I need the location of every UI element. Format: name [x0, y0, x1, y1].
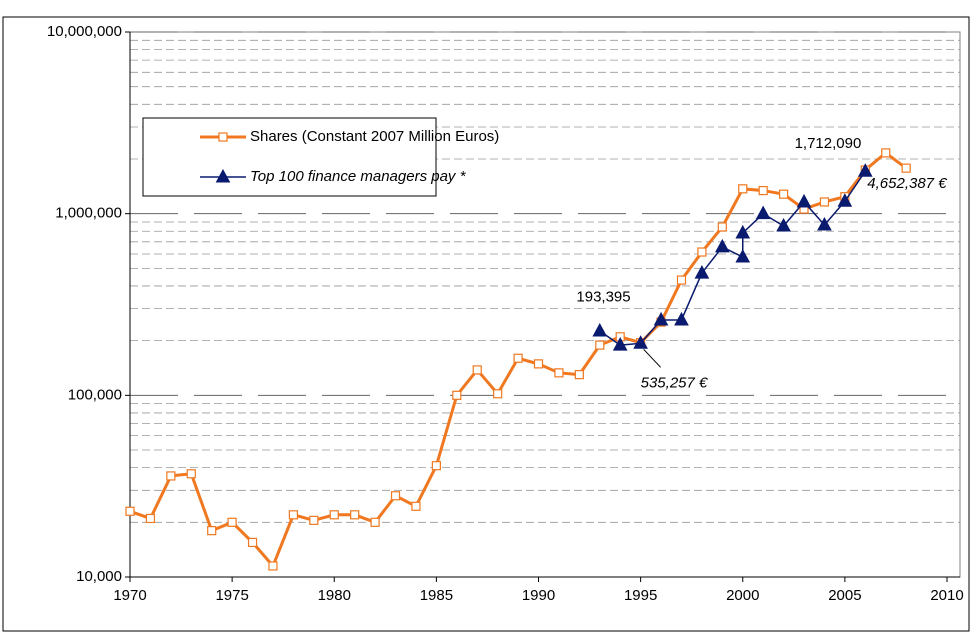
y-tick-label: 100,000 — [68, 386, 122, 403]
data-point — [268, 561, 278, 571]
data-point — [735, 224, 751, 239]
data-point — [758, 185, 768, 196]
x-tick-label: 2010 — [930, 587, 963, 604]
data-point — [390, 491, 401, 501]
data-point — [735, 249, 751, 263]
data-point — [145, 513, 156, 524]
data-point — [837, 193, 853, 207]
x-tick-label: 1985 — [420, 587, 453, 604]
data-point — [288, 510, 298, 520]
data-point — [247, 537, 258, 548]
y-tick-label: 10,000,000 — [47, 23, 122, 40]
legend-marker — [215, 168, 231, 183]
data-point — [370, 517, 380, 527]
data-point — [452, 390, 462, 400]
grid — [125, 31, 961, 582]
data-point — [674, 311, 689, 326]
data-point — [493, 389, 503, 399]
data-point — [697, 247, 707, 257]
annotation: 1,712,090 — [795, 135, 862, 152]
data-point — [778, 189, 789, 199]
annotation: 193,395 — [576, 288, 630, 305]
x-tick-label: 1990 — [522, 587, 555, 604]
data-point — [309, 515, 319, 525]
x-tick-label: 2005 — [828, 587, 861, 604]
data-point — [714, 238, 730, 253]
data-point — [653, 311, 669, 326]
data-point — [633, 335, 648, 349]
x-tick-label: 1970 — [113, 587, 146, 604]
annotation: 4,652,387 € — [867, 175, 947, 192]
data-point — [857, 163, 873, 177]
data-point — [125, 506, 135, 516]
data-point — [554, 368, 564, 378]
data-point — [431, 461, 441, 471]
data-point — [350, 510, 360, 520]
data-point — [819, 197, 830, 207]
y-tick-label: 1,000,000 — [55, 205, 122, 222]
data-point — [227, 517, 237, 527]
data-point — [411, 501, 421, 511]
data-point — [817, 216, 832, 231]
data-point — [592, 322, 608, 337]
data-point — [776, 217, 791, 232]
data-point — [881, 148, 891, 158]
annotation: 535,257 € — [641, 374, 708, 391]
data-point — [207, 526, 217, 536]
x-tick-label: 1975 — [215, 587, 248, 604]
legend-label: Top 100 finance managers pay * — [250, 168, 467, 185]
data-point — [166, 471, 176, 481]
y-tick-label: 10,000 — [76, 568, 122, 585]
x-tick-label: 1995 — [624, 587, 657, 604]
annotation-leader — [643, 348, 661, 368]
data-point — [755, 205, 771, 220]
plot — [125, 148, 911, 571]
data-point — [574, 370, 584, 380]
data-point — [796, 193, 812, 208]
data-point — [186, 469, 196, 479]
legend: Shares (Constant 2007 Million Euros) Top … — [142, 117, 499, 197]
data-point — [513, 353, 523, 363]
data-point — [533, 359, 544, 369]
data-point — [676, 275, 687, 285]
legend-label: Shares (Constant 2007 Million Euros) — [250, 128, 499, 145]
data-point — [329, 510, 339, 520]
legend-marker — [218, 132, 228, 142]
data-point — [472, 365, 482, 375]
data-point — [694, 265, 710, 279]
data-point — [595, 340, 605, 350]
x-tick-label: 2000 — [726, 587, 759, 604]
data-point — [738, 184, 748, 194]
chart-frame — [2, 16, 970, 632]
data-point — [717, 222, 727, 232]
data-point — [901, 163, 911, 173]
legend-box — [142, 117, 437, 197]
x-tick-label: 1980 — [318, 587, 351, 604]
data-point — [612, 337, 628, 351]
